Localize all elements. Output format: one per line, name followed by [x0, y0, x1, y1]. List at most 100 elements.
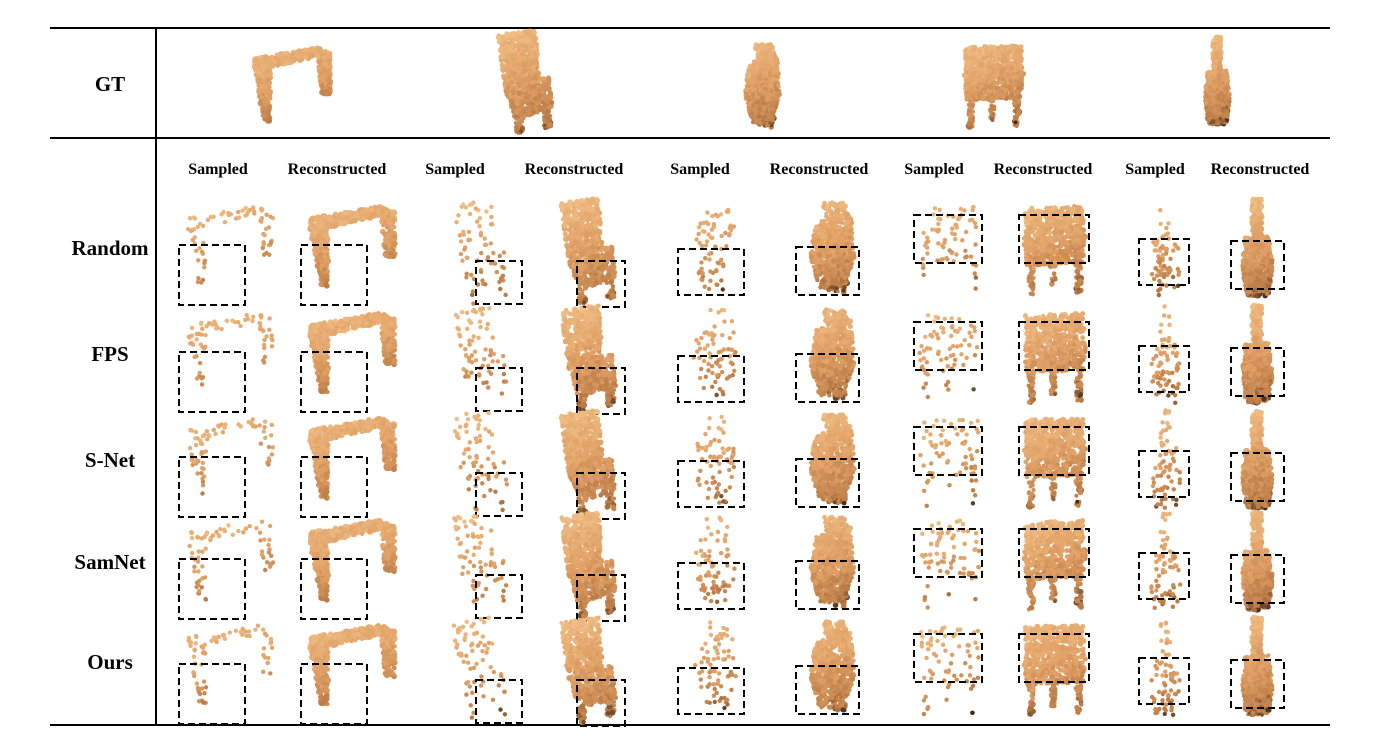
point — [286, 58, 292, 63]
point — [258, 218, 263, 223]
point — [544, 83, 548, 88]
point — [1207, 78, 1213, 84]
point — [1217, 110, 1223, 116]
point — [499, 54, 505, 60]
point — [537, 106, 544, 113]
point — [751, 97, 756, 102]
point — [499, 42, 504, 47]
point — [966, 60, 972, 66]
point — [774, 100, 779, 105]
point — [275, 63, 280, 68]
point — [199, 249, 205, 255]
point — [767, 96, 773, 102]
point — [1003, 49, 1008, 54]
point — [505, 85, 511, 90]
point — [511, 91, 515, 96]
point — [979, 78, 984, 83]
point — [518, 102, 524, 107]
point — [1016, 106, 1021, 111]
point — [534, 92, 539, 97]
point — [256, 89, 261, 93]
point — [532, 105, 538, 111]
point — [253, 73, 258, 78]
point — [963, 64, 969, 70]
point — [746, 80, 752, 86]
point — [986, 70, 992, 75]
point — [519, 129, 523, 134]
point — [267, 252, 272, 257]
point — [324, 88, 329, 93]
point — [253, 64, 259, 69]
point — [769, 117, 774, 122]
point — [326, 77, 332, 83]
point — [526, 101, 531, 107]
point — [1000, 51, 1004, 55]
point — [299, 54, 304, 59]
point — [516, 77, 522, 83]
point — [542, 76, 547, 81]
point — [325, 50, 331, 55]
point — [533, 96, 538, 101]
point — [326, 55, 330, 60]
point — [525, 107, 531, 113]
point — [989, 104, 995, 110]
point — [1217, 68, 1223, 74]
point — [1013, 96, 1017, 101]
point — [516, 48, 521, 52]
point — [968, 117, 973, 122]
point — [1210, 119, 1216, 125]
point — [1212, 108, 1217, 114]
point — [750, 92, 756, 98]
point — [1205, 93, 1210, 99]
point — [533, 73, 538, 78]
point — [1206, 98, 1211, 103]
row-label-fps: FPS — [45, 342, 175, 367]
point — [245, 210, 251, 215]
point — [240, 208, 245, 213]
point — [762, 120, 766, 125]
point — [279, 53, 286, 60]
point — [305, 50, 311, 55]
point — [964, 97, 969, 102]
point — [1013, 78, 1020, 85]
point — [546, 76, 552, 82]
point — [512, 48, 517, 53]
point — [547, 90, 553, 96]
col-armchair-sampled-label: Sampled — [884, 161, 984, 179]
point — [205, 217, 211, 223]
point — [1216, 96, 1222, 101]
row-label-ours: Ours — [45, 650, 175, 675]
point — [296, 48, 303, 55]
point — [323, 81, 328, 86]
point — [769, 109, 776, 116]
point — [523, 35, 528, 40]
gt-separator-rule — [50, 137, 1330, 139]
point — [256, 83, 261, 88]
point — [1008, 92, 1014, 98]
gt-guitar-cloud — [1203, 34, 1232, 127]
point — [1226, 94, 1231, 98]
point — [746, 72, 752, 79]
point — [759, 111, 765, 116]
point — [1218, 90, 1224, 97]
point — [327, 91, 332, 97]
point — [262, 233, 267, 238]
point — [991, 112, 996, 117]
point — [264, 93, 269, 98]
point — [537, 98, 541, 103]
point — [992, 59, 998, 65]
point — [262, 113, 269, 119]
point — [750, 84, 755, 89]
point — [196, 258, 201, 263]
point — [535, 110, 540, 115]
point — [752, 69, 757, 75]
point — [750, 115, 754, 120]
point — [259, 58, 265, 64]
point — [500, 48, 506, 54]
point — [502, 41, 507, 45]
point — [286, 52, 292, 57]
point — [497, 38, 503, 44]
point — [1213, 41, 1218, 46]
point — [994, 82, 1000, 87]
